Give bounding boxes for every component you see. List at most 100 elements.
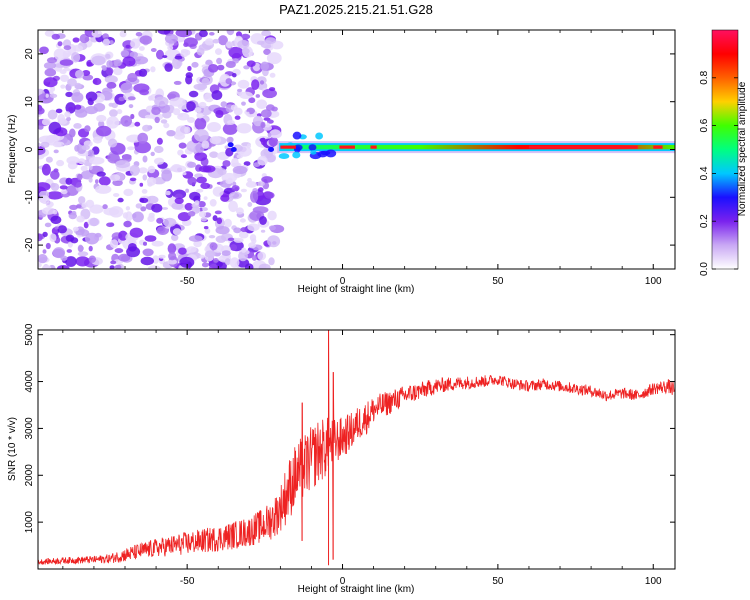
spectrogram-noise-blob [38,142,41,147]
spectrogram-noise-blob [38,262,42,268]
spectrogram-noise-blob [207,122,221,132]
spectrogram-noise-blob [142,124,151,132]
spectrogram-noise-blob [113,67,123,76]
spectrogram-noise-blob [137,132,148,144]
spectrogram-noise-blob [200,217,208,222]
spectrogram-noise-blob [64,111,71,118]
spectrogram-noise-blob [50,170,60,180]
spectrogram-noise-blob [50,86,56,92]
spectrogram-noise-blob [154,116,160,124]
spectrogram-noise-blob [208,64,219,73]
spectrogram-noise-blob [259,216,267,225]
spectrogram-noise-blob [75,256,90,267]
spectrogram-noise-blob [134,121,141,127]
spectrogram-noise-blob [237,39,250,49]
spectrogram-noise-blob [106,116,120,129]
spectrogram-signal-blob [308,144,317,151]
spectrogram-noise-blob [237,88,243,93]
spectrogram-noise-blob [123,220,132,228]
spectrogram-noise-blob [134,141,151,154]
spectrogram-noise-blob [113,59,122,67]
spectrogram-noise-blob [71,52,81,63]
spectrogram-noise-blob [167,93,177,99]
spectrogram-noise-blob [102,65,107,71]
colorbar-tick-label: 0.2 [699,214,710,228]
spectrogram-noise-blob [114,264,122,269]
spectrogram-noise-blob [63,45,72,51]
spectrogram-noise-blob [91,30,103,38]
spectrogram-noise-blob [117,197,124,203]
spectrogram-signal-peak [653,145,663,149]
spectrogram-noise-blob [41,118,51,126]
spectrogram-noise-blob [40,141,50,148]
spectrogram-ytick-label: -20 [24,237,35,252]
spectrogram-noise-blob [171,234,179,242]
spectrogram-noise-blob [57,41,63,47]
spectrogram-noise-blob [151,106,161,116]
spectrogram-noise-blob [260,61,270,71]
spectrogram-noise-blob [172,108,181,116]
spectrogram-signal-peak [370,145,377,149]
spectrogram-noise-blob [53,149,59,154]
spectrogram-noise-blob [229,244,238,251]
spectrogram-noise-blob [59,59,74,66]
spectrogram-noise-blob [172,228,182,236]
spectrogram-noise-blob [129,51,138,58]
snr-xtick-label: 100 [645,576,662,587]
spectrogram-noise-blob [194,200,200,206]
spectrogram-signal-blob [292,151,301,159]
spectrogram-noise-blob [167,243,177,254]
spectrogram-noise-blob [194,129,209,142]
spectrogram-noise-blob [174,197,184,204]
spectrogram-noise-blob [251,255,257,261]
snr-plot-area [38,330,675,566]
spectrogram-signal-blob [293,144,303,151]
spectrogram-noise-blob [241,247,247,253]
spectrogram-noise-blob [209,136,222,145]
spectrogram-noise-blob [267,132,272,138]
spectrogram-noise-blob [53,168,59,173]
spectrogram-noise-blob [215,260,227,269]
spectrogram-noise-blob [187,211,196,217]
spectrogram-noise-blob [142,174,148,181]
spectrogram-noise-blob [204,38,214,46]
spectrogram-ytick-label: 10 [24,96,35,108]
spectrogram-noise-blob [257,155,268,166]
spectrogram-noise-blob [164,33,178,44]
spectrogram-noise-blob [187,117,195,123]
spectrogram-noise-blob [74,104,82,110]
colorbar-tick-label: 0.6 [699,118,710,132]
spectrogram-noise-blob [262,88,277,99]
spectrogram-noise-blob [268,257,275,266]
spectrogram-noise-blob [187,65,192,72]
spectrogram-noise-blob [249,234,257,242]
spectrogram-noise-blob [187,176,197,186]
spectrogram-ytick-label: -10 [24,190,35,205]
spectrogram-noise-blob [225,178,233,184]
spectrogram-plot-area [38,30,675,269]
spectrogram-noise-blob [151,240,164,247]
spectrogram-noise-blob [51,33,60,40]
spectrogram-noise-blob [108,102,114,107]
spectrogram-noise-blob [261,30,271,37]
spectrogram-noise-blob [53,48,67,61]
spectrogram-noise-blob [71,92,84,103]
spectrogram-noise-blob [228,136,234,143]
spectrogram-noise-blob [57,225,67,234]
spectrogram-noise-blob [236,123,252,134]
spectrogram-noise-blob [150,66,156,73]
spectrogram-noise-blob [241,101,246,106]
spectrogram-noise-blob [161,169,173,182]
spectrogram-noise-blob [49,233,57,242]
snr-xlabel: Height of straight line (km) [298,584,415,595]
spectrogram-noise-blob [41,264,52,269]
spectrogram-noise-blob [139,197,149,203]
spectrogram-noise-blob [178,142,187,149]
spectrogram-noise-blob [42,231,48,237]
spectrogram-noise-blob [194,107,202,113]
spectrogram-noise-blob [68,106,74,111]
snr-xtick-label: 0 [340,576,346,587]
colorbar-tick-label: 0.8 [699,70,710,84]
spectrogram-xtick-label: -50 [180,276,195,287]
